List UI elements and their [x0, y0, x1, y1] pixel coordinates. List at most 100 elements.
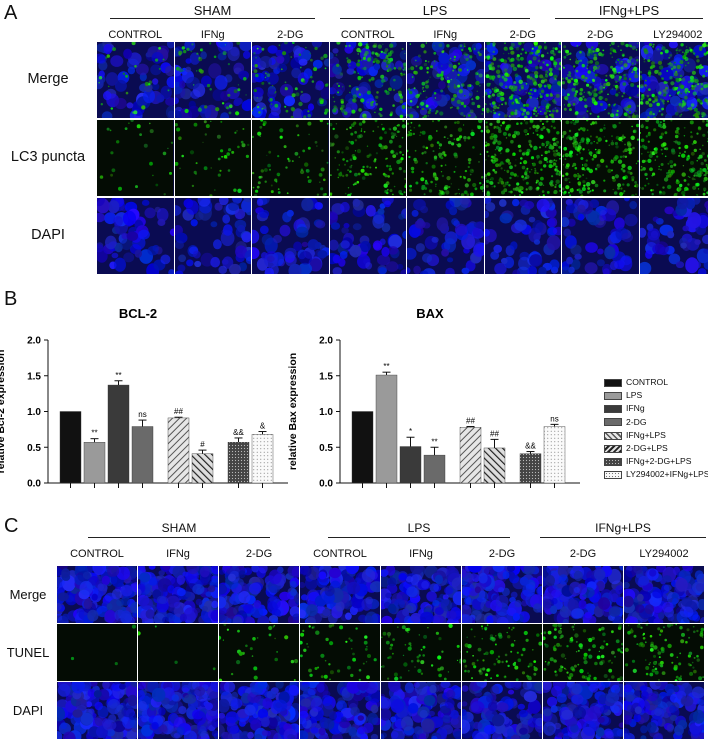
micrograph-image [462, 682, 542, 739]
micrograph-image [175, 120, 252, 196]
legend-label: 2-DG+LPS [626, 443, 668, 453]
panel-a-group-ifng-lps: IFNg+LPS [555, 3, 703, 19]
legend-label: IFNg+2-DG+LPS [626, 456, 691, 466]
legend-label: LY294002+IFNg+LPS [626, 469, 708, 479]
panel-c-group-sham: SHAM [88, 521, 270, 538]
micrograph-image [407, 42, 484, 118]
legend-item: CONTROL [604, 377, 668, 388]
row-label: Merge [0, 587, 56, 602]
micrograph-image [252, 120, 329, 196]
legend-swatch [604, 405, 622, 413]
group-label: IFNg+LPS [599, 3, 659, 18]
micrograph-image [381, 624, 461, 681]
row-label: LC3 puncta [0, 149, 96, 165]
significance-label: & [260, 422, 266, 431]
micrograph-image [640, 198, 708, 274]
micrograph-image [543, 682, 623, 739]
row-label: DAPI [0, 703, 56, 718]
legend-swatch [604, 418, 622, 426]
panel-c-letter: C [4, 515, 18, 538]
bar [352, 412, 373, 484]
bar [252, 434, 273, 483]
micrograph-image [138, 566, 218, 623]
legend-label: IFNg+LPS [626, 430, 666, 440]
panel-a-group-sham: SHAM [110, 3, 315, 19]
group-label: LPS [423, 3, 448, 18]
column-header: CONTROL [300, 548, 380, 560]
bar [108, 385, 129, 483]
legend-swatch [604, 379, 622, 387]
legend-label: LPS [626, 390, 642, 400]
micrograph-image [300, 566, 380, 623]
micrograph-image [219, 682, 299, 739]
micrograph-image [640, 120, 708, 196]
significance-label: ** [431, 437, 437, 446]
panel-c-group-lps: LPS [328, 521, 510, 538]
significance-label: ** [383, 362, 389, 371]
row-label: DAPI [0, 227, 96, 243]
micrograph-image [300, 624, 380, 681]
y-tick-label: 1.5 [319, 371, 333, 382]
micrograph-image [562, 198, 639, 274]
micrograph-image [543, 624, 623, 681]
legend-label: CONTROL [626, 377, 668, 387]
micrograph-image [175, 198, 252, 274]
significance-label: ** [91, 429, 97, 438]
row-label: TUNEL [0, 645, 56, 660]
micrograph-image [407, 120, 484, 196]
bar [192, 454, 213, 483]
legend-item: 2-DG+LPS [604, 443, 668, 454]
column-header: IFNg [407, 29, 484, 41]
legend-item: IFNg [604, 403, 645, 414]
micrograph-image [219, 566, 299, 623]
bar [60, 412, 81, 484]
column-header: IFNg [175, 29, 252, 41]
legend-item: 2-DG [604, 417, 647, 428]
bar [228, 442, 249, 483]
bar [424, 455, 445, 483]
legend-swatch [604, 432, 622, 440]
chart-title: BAX [416, 306, 444, 321]
micrograph-image [640, 42, 708, 118]
significance-label: ## [490, 429, 499, 438]
bar [132, 427, 153, 483]
column-header: 2-DG [543, 548, 623, 560]
panel-a-letter: A [4, 2, 17, 25]
y-tick-label: 2.0 [27, 336, 41, 347]
significance-label: && [525, 442, 536, 451]
chart-legend: CONTROL LPS IFNg 2-DG IFNg+LPS 2-DG+LPS IFNg+2… [604, 377, 708, 482]
significance-label: ** [115, 371, 121, 380]
column-header: 2-DG [462, 548, 542, 560]
significance-label: # [200, 440, 205, 449]
panel-c-group-ifng-lps: IFNg+LPS [540, 521, 706, 538]
bar [544, 427, 565, 483]
legend-swatch [604, 471, 622, 479]
panel-a-group-lps: LPS [340, 3, 530, 19]
micrograph-image [330, 120, 407, 196]
micrograph-image [485, 198, 562, 274]
significance-label: ## [466, 417, 475, 426]
y-tick-label: 0.0 [27, 479, 41, 490]
micrograph-image [624, 682, 704, 739]
micrograph-image [57, 624, 137, 681]
micrograph-image [252, 198, 329, 274]
micrograph-image [97, 120, 174, 196]
y-tick-label: 2.0 [319, 336, 333, 347]
legend-item: LY294002+IFNg+LPS [604, 469, 708, 480]
micrograph-image [543, 566, 623, 623]
significance-label: * [409, 427, 412, 436]
micrograph-image [407, 198, 484, 274]
micrograph-image [57, 566, 137, 623]
column-header: IFNg [138, 548, 218, 560]
y-tick-label: 1.5 [27, 371, 41, 382]
column-header: CONTROL [57, 548, 137, 560]
group-label: SHAM [162, 521, 197, 535]
group-label: LPS [408, 521, 431, 535]
micrograph-image [175, 42, 252, 118]
legend-label: 2-DG [626, 417, 647, 427]
bar [84, 442, 105, 483]
micrograph-image [485, 42, 562, 118]
